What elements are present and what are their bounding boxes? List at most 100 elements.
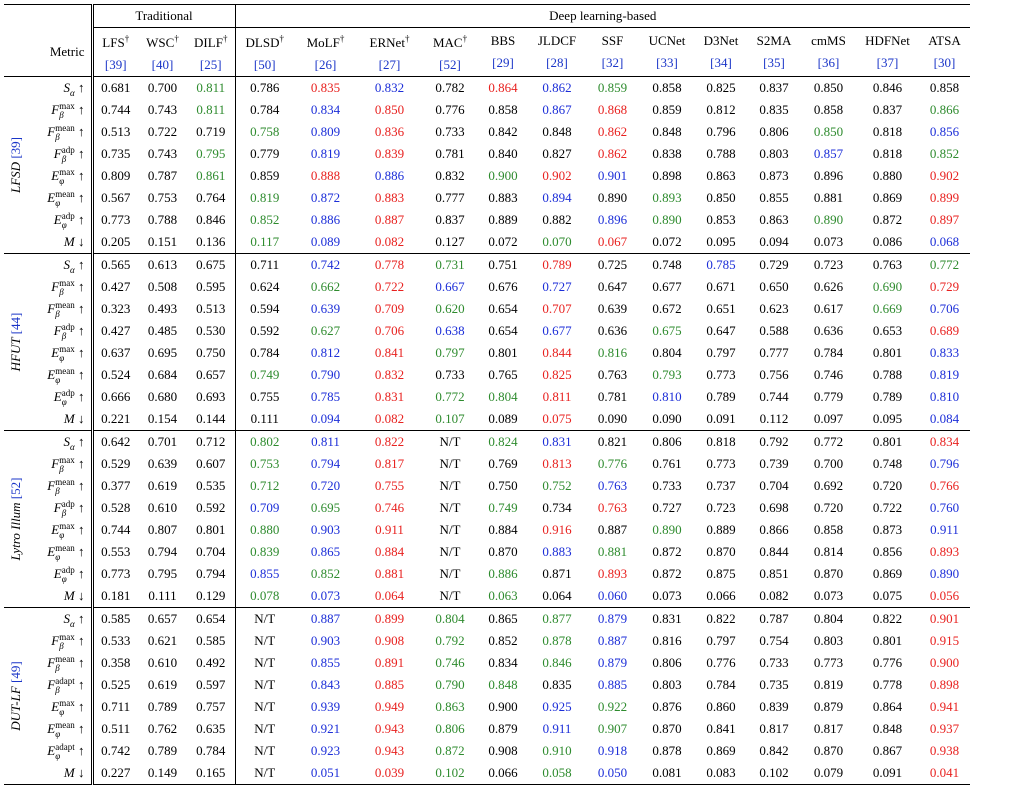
- value-cell: 0.750: [488, 478, 518, 494]
- value-cell: N/T: [439, 500, 461, 516]
- value-cell: 0.784: [234, 342, 294, 365]
- value-cell: 0.819: [813, 677, 844, 693]
- value-cell: 0.676: [488, 279, 518, 295]
- value-cell: 0.662: [310, 279, 341, 295]
- metric-superscript: mean: [55, 654, 75, 665]
- value-cell: N/T: [422, 585, 478, 609]
- value-cell: 0.887: [597, 522, 628, 538]
- value-cell: 0.921: [310, 721, 341, 737]
- value-cell: 0.794: [147, 544, 178, 560]
- metric-symbol: S: [63, 257, 71, 273]
- method-name: ERNet: [369, 35, 405, 51]
- value-cell: 0.221: [90, 408, 138, 432]
- method-name: JLDCF: [537, 33, 577, 49]
- metric-superscript: adp: [61, 388, 75, 399]
- value-cell: 0.857: [813, 146, 844, 162]
- value-cell: 0.627: [310, 323, 341, 339]
- method-ref: [40]: [151, 57, 174, 73]
- metric-subscript: φ: [55, 375, 61, 386]
- metric-superscript: adp: [61, 565, 75, 576]
- method-ref: [35]: [763, 55, 785, 71]
- value-cell: 0.594: [234, 298, 294, 321]
- value-cell: 0.777: [759, 345, 789, 361]
- value-cell: 0.848: [652, 124, 682, 140]
- value-cell: 0.082: [357, 408, 422, 432]
- value-cell: 0.801: [856, 430, 919, 454]
- value-cell: 0.852: [234, 209, 294, 232]
- value-cell: 0.784: [234, 99, 294, 122]
- value-cell: 0.841: [374, 345, 405, 361]
- value-cell: 0.626: [813, 279, 844, 295]
- metric-script-stack: mean β: [55, 301, 75, 319]
- value-cell: 0.865: [310, 544, 341, 560]
- value-cell: 0.064: [528, 585, 586, 609]
- value-cell: 0.772: [435, 389, 465, 405]
- value-cell: 0.908: [488, 743, 518, 759]
- method-header-jldcf: JLDCF [28]: [528, 27, 586, 78]
- value-cell: 0.837: [872, 102, 903, 118]
- value-cell: 0.863: [706, 168, 736, 184]
- value-cell: 0.804: [422, 607, 478, 631]
- value-cell: 0.154: [138, 408, 187, 432]
- value-cell: 0.818: [872, 124, 903, 140]
- metric-subscript: β: [55, 132, 60, 143]
- value-cell: 0.831: [528, 430, 586, 454]
- value-cell: 0.872: [872, 212, 903, 228]
- value-cell: 0.801: [488, 345, 518, 361]
- value-cell: 0.567: [90, 187, 138, 210]
- value-cell: 0.893: [597, 566, 628, 582]
- value-cell: 0.848: [488, 677, 518, 693]
- method-name: SSF: [601, 33, 624, 49]
- value-cell: 0.773: [813, 655, 844, 671]
- value-cell: 0.084: [919, 408, 970, 432]
- metric-script-stack: adp φ: [62, 389, 75, 407]
- value-cell: N/T: [234, 607, 294, 631]
- value-cell: 0.711: [234, 253, 294, 277]
- value-cell: 0.883: [488, 190, 518, 206]
- value-cell: 0.595: [196, 279, 226, 295]
- method-header-d3net: D3Net [34]: [695, 27, 747, 78]
- value-cell: 0.896: [597, 212, 628, 228]
- metric-script-stack: max φ: [59, 699, 75, 717]
- value-cell: 0.712: [187, 430, 235, 454]
- value-cell: 0.787: [747, 607, 801, 631]
- value-cell: 0.949: [374, 699, 405, 715]
- value-cell: 0.073: [294, 585, 357, 609]
- value-cell: 0.858: [813, 522, 844, 538]
- value-cell: 0.742: [90, 740, 138, 763]
- metric-script-stack: max β: [59, 456, 75, 474]
- value-cell: 0.764: [196, 190, 226, 206]
- value-cell: 0.850: [813, 124, 844, 140]
- value-cell: 0.880: [234, 519, 294, 542]
- value-cell: 0.677: [542, 323, 572, 339]
- method-name-wrap: cmMS: [811, 33, 846, 48]
- method-name-wrap: LFS†: [102, 34, 129, 50]
- value-cell: 0.511: [90, 718, 138, 741]
- value-cell: 0.887: [294, 607, 357, 631]
- value-cell: N/T: [234, 740, 294, 763]
- value-cell: 0.859: [586, 76, 639, 100]
- value-cell: 0.787: [147, 168, 178, 184]
- value-cell: 0.553: [90, 541, 138, 564]
- value-cell: 0.610: [147, 655, 178, 671]
- value-cell: 0.181: [90, 585, 138, 609]
- value-cell: 0.205: [90, 231, 138, 255]
- value-cell: 0.735: [759, 677, 789, 693]
- metric-symbol: M: [63, 588, 75, 604]
- metric-arrow: ↓: [78, 588, 85, 604]
- metric-subscript: α: [70, 442, 75, 453]
- metric-arrow: ↑: [78, 301, 85, 317]
- value-cell: 0.151: [138, 231, 187, 255]
- method-name: UCNet: [648, 33, 686, 49]
- value-cell: 0.729: [929, 279, 960, 295]
- value-cell: 0.839: [759, 699, 789, 715]
- value-cell: 0.136: [187, 231, 235, 255]
- value-cell: 0.493: [147, 301, 178, 317]
- metric-superscript: mean: [55, 543, 75, 554]
- value-cell: 0.090: [586, 408, 639, 432]
